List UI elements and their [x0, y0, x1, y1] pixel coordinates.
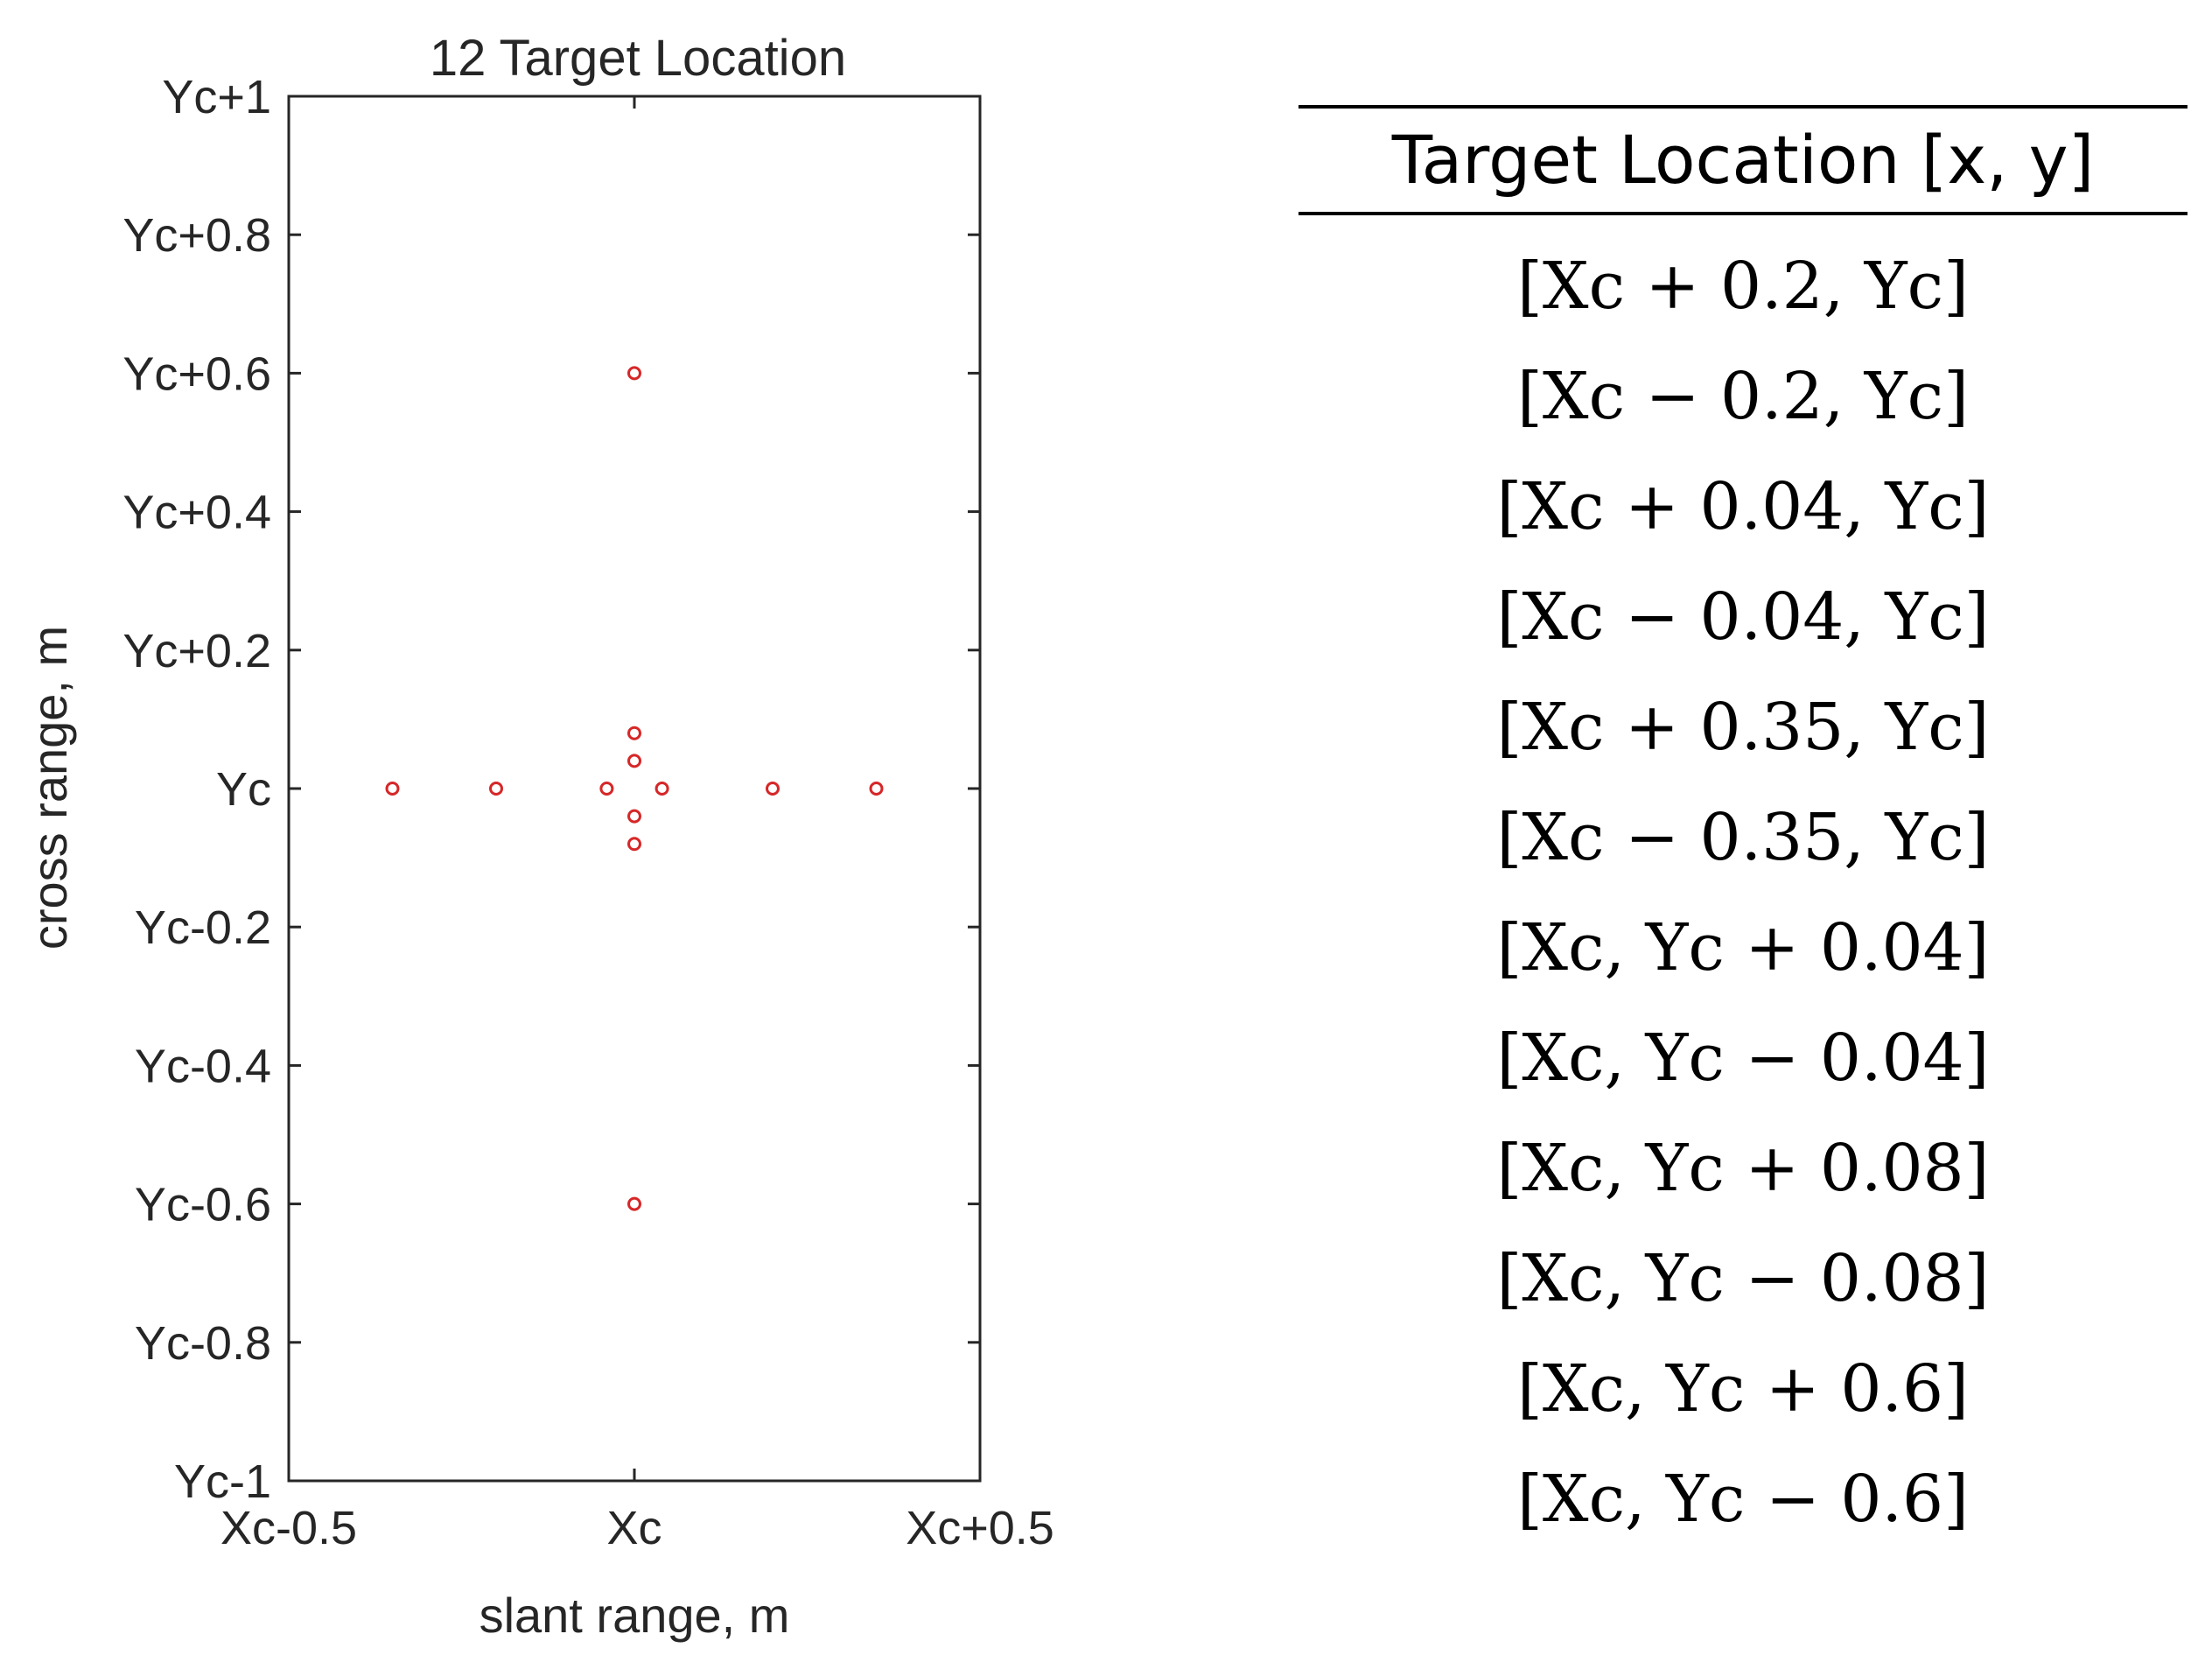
y-axis-label: cross range, m	[22, 626, 77, 950]
table-row: [Xc, Yc − 0.08]	[1496, 1241, 1990, 1316]
x-axis: Xc-0.5 Xc Xc+0.5	[220, 96, 1054, 1554]
data-point	[627, 754, 641, 768]
table-row: [Xc + 0.04, Yc]	[1496, 469, 1990, 544]
data-point	[599, 782, 614, 796]
data-points	[385, 366, 884, 1211]
table-row: [Xc, Yc − 0.04]	[1496, 1020, 1990, 1096]
table-header-rule	[1298, 212, 2188, 215]
y-tick-label: Yc-0.2	[135, 901, 271, 954]
data-point	[627, 837, 641, 852]
table-row: [Xc, Yc + 0.04]	[1496, 910, 1990, 985]
data-point	[869, 782, 884, 796]
target-location-table: Target Location [x, y] [Xc + 0.2, Yc] [Xc…	[1298, 105, 2188, 1554]
table-row: [Xc − 0.04, Yc]	[1496, 579, 1990, 655]
y-tick-label: Yc-0.8	[135, 1317, 271, 1370]
data-point	[766, 782, 780, 796]
data-point	[654, 782, 669, 796]
plot-area	[287, 95, 982, 1483]
table-row: [Xc + 0.2, Yc]	[1517, 249, 1969, 324]
y-tick-label: Yc-0.4	[135, 1040, 271, 1092]
y-tick-label: Yc+1	[162, 71, 271, 123]
y-tick-label: Yc+0.4	[122, 487, 271, 539]
y-tick-label: Yc-1	[174, 1455, 271, 1508]
y-tick-label: Yc+0.2	[122, 625, 271, 677]
table-row: [Xc − 0.35, Yc]	[1496, 800, 1990, 875]
data-point	[627, 366, 641, 381]
data-point	[489, 782, 503, 796]
scatter-chart: 12 Target Location Yc+1 Yc+0.8 Yc+0.6 Yc+0.…	[22, 30, 1054, 1643]
y-tick-label: Yc	[216, 763, 271, 816]
data-point	[627, 726, 641, 740]
data-point	[385, 782, 400, 796]
x-tick-label: Xc+0.5	[906, 1502, 1054, 1554]
y-tick-label: Yc-0.6	[135, 1179, 271, 1231]
data-point	[627, 1196, 641, 1211]
table-row: [Xc, Yc + 0.6]	[1517, 1351, 1969, 1427]
x-tick-label: Xc-0.5	[220, 1502, 357, 1554]
y-tick-label: Yc+0.8	[122, 209, 271, 262]
table-header: Target Location [x, y]	[1391, 121, 2095, 199]
y-tick-label: Yc+0.6	[122, 347, 271, 400]
y-axis: Yc+1 Yc+0.8 Yc+0.6 Yc+0.4 Yc+0.2 Yc Yc-0.2 Yc-0…	[122, 71, 980, 1508]
table-row: [Xc − 0.2, Yc]	[1517, 359, 1969, 434]
table-row: [Xc + 0.35, Yc]	[1496, 690, 1990, 765]
table-top-rule	[1298, 105, 2188, 109]
table-row: [Xc, Yc − 0.6]	[1517, 1462, 1969, 1537]
data-point	[627, 809, 641, 824]
chart-title: 12 Target Location	[430, 30, 846, 87]
x-tick-label: Xc	[606, 1502, 662, 1554]
table-body: [Xc + 0.2, Yc] [Xc − 0.2, Yc] [Xc + 0.04, …	[1298, 231, 2188, 1554]
table-row: [Xc, Yc + 0.08]	[1496, 1131, 1990, 1206]
x-axis-label: slant range, m	[480, 1588, 790, 1643]
